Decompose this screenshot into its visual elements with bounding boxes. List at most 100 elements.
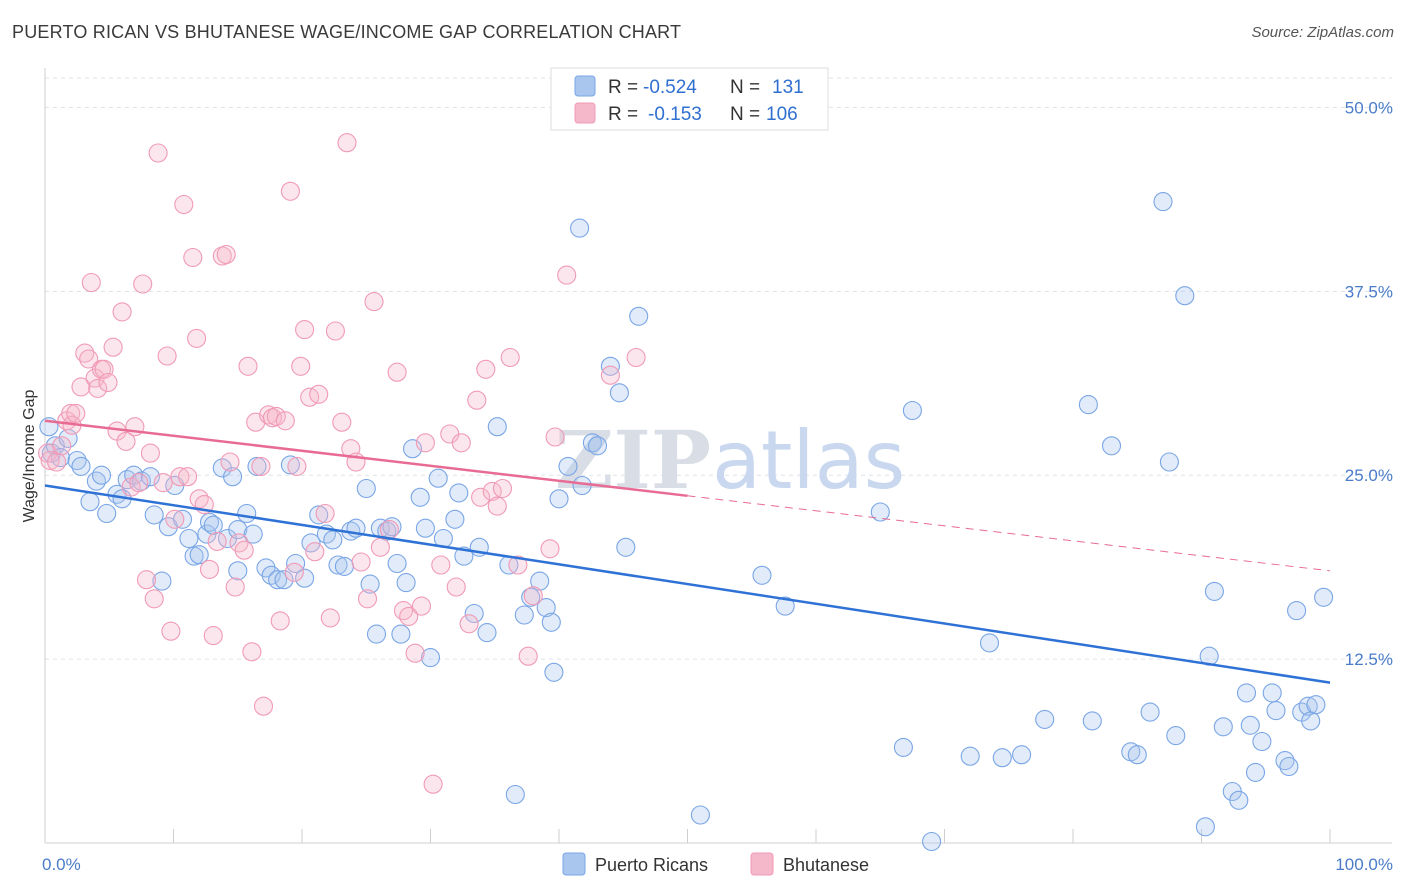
x-tick-label-0: 0.0% xyxy=(42,855,81,874)
point-bhutanese-66 xyxy=(309,384,329,404)
point-puerto-ricans-93 xyxy=(775,596,795,616)
point-bhutanese-46 xyxy=(225,577,245,597)
point-puerto-ricans-84 xyxy=(572,475,592,496)
point-puerto-ricans-66 xyxy=(445,509,465,529)
y-tick-label-2: 37.5% xyxy=(1345,282,1393,301)
bottom-legend: Puerto Ricans Bhutanese xyxy=(562,852,869,876)
axes xyxy=(44,68,1392,844)
point-bhutanese-60 xyxy=(284,562,304,582)
point-bhutanese-42 xyxy=(207,531,227,551)
point-puerto-ricans-122 xyxy=(1252,731,1272,752)
point-puerto-ricans-103 xyxy=(1078,395,1098,415)
point-puerto-ricans-33 xyxy=(237,503,257,524)
point-bhutanese-84 xyxy=(415,433,435,453)
point-bhutanese-50 xyxy=(242,642,262,662)
point-puerto-ricans-51 xyxy=(356,478,376,499)
point-bhutanese-83 xyxy=(411,596,432,616)
point-bhutanese-79 xyxy=(387,362,407,382)
point-bhutanese-76 xyxy=(364,292,384,312)
point-bhutanese-63 xyxy=(295,320,315,340)
point-puerto-ricans-119 xyxy=(1236,683,1257,703)
point-bhutanese-58 xyxy=(275,411,295,431)
point-bhutanese-25 xyxy=(136,570,157,590)
point-puerto-ricans-110 xyxy=(1159,452,1179,472)
point-puerto-ricans-111 xyxy=(1166,726,1186,746)
legend-box xyxy=(550,67,829,131)
point-bhutanese-37 xyxy=(187,328,207,348)
point-puerto-ricans-123 xyxy=(1262,683,1282,703)
point-bhutanese-24 xyxy=(133,274,153,294)
point-puerto-ricans-27 xyxy=(203,515,223,535)
point-bhutanese-19 xyxy=(112,302,132,322)
point-puerto-ricans-120 xyxy=(1240,715,1260,735)
point-bhutanese-65 xyxy=(305,542,325,562)
point-bhutanese-40 xyxy=(199,559,220,579)
point-puerto-ricans-98 xyxy=(960,746,980,766)
point-puerto-ricans-112 xyxy=(1175,286,1195,306)
point-bhutanese-54 xyxy=(259,405,279,425)
y-tick-label-3: 50.0% xyxy=(1345,98,1393,117)
point-bhutanese-70 xyxy=(332,412,352,432)
point-puerto-ricans-24 xyxy=(189,545,209,565)
point-bhutanese-77 xyxy=(370,537,390,557)
bottom-legend-swatch-puerto-ricans xyxy=(562,852,586,876)
point-puerto-ricans-81 xyxy=(549,489,569,509)
trend-lines xyxy=(44,419,1331,684)
point-puerto-ricans-40 xyxy=(280,455,300,475)
point-bhutanese-3 xyxy=(52,436,72,456)
point-puerto-ricans-34 xyxy=(243,524,263,544)
chart-title: PUERTO RICAN VS BHUTANESE WAGE/INCOME GA… xyxy=(12,22,682,42)
chart-source: Source: ZipAtlas.com xyxy=(1251,24,1394,41)
point-puerto-ricans-71 xyxy=(477,623,497,643)
point-puerto-ricans-118 xyxy=(1229,790,1249,810)
point-bhutanese-11 xyxy=(81,272,101,293)
point-bhutanese-1 xyxy=(40,450,60,471)
point-puerto-ricans-95 xyxy=(893,737,913,757)
point-bhutanese-102 xyxy=(545,427,565,447)
point-puerto-ricans-92 xyxy=(752,565,772,585)
legend-n-value-0: 131 xyxy=(772,77,804,98)
point-bhutanese-101 xyxy=(540,539,560,559)
point-puerto-ricans-39 xyxy=(274,570,294,590)
point-puerto-ricans-72 xyxy=(487,417,507,437)
point-puerto-ricans-116 xyxy=(1213,717,1233,737)
point-bhutanese-95 xyxy=(487,496,507,516)
point-puerto-ricans-52 xyxy=(360,574,380,594)
point-bhutanese-31 xyxy=(161,621,181,641)
point-bhutanese-23 xyxy=(129,473,149,493)
bottom-legend-label-puerto-ricans: Puerto Ricans xyxy=(595,855,708,875)
y-tick-labels: 12.5% 25.0% 37.5% 50.0% xyxy=(1345,98,1393,669)
point-bhutanese-53 xyxy=(253,696,274,716)
legend-n-label-1: N = xyxy=(730,104,760,125)
trend-line-bhutanese-extension xyxy=(687,495,1331,572)
point-puerto-ricans-75 xyxy=(514,605,534,625)
point-bhutanese-52 xyxy=(251,456,271,476)
point-puerto-ricans-16 xyxy=(140,467,160,487)
watermark: ZIP atlas xyxy=(555,413,905,507)
point-puerto-ricans-17 xyxy=(144,505,164,525)
point-puerto-ricans-44 xyxy=(309,505,329,525)
point-bhutanese-8 xyxy=(71,377,91,397)
point-bhutanese-20 xyxy=(116,431,136,451)
point-bhutanese-7 xyxy=(66,403,86,423)
data-points xyxy=(38,133,1334,852)
point-puerto-ricans-21 xyxy=(172,509,193,529)
point-puerto-ricans-90 xyxy=(629,306,649,326)
y-tick-label-0: 12.5% xyxy=(1345,650,1393,669)
point-bhutanese-86 xyxy=(431,555,451,575)
point-puerto-ricans-96 xyxy=(902,400,922,421)
point-bhutanese-89 xyxy=(451,433,471,453)
point-puerto-ricans-56 xyxy=(382,517,402,537)
bottom-legend-swatch-bhutanese xyxy=(750,852,774,876)
point-bhutanese-67 xyxy=(315,503,335,524)
point-bhutanese-62 xyxy=(291,356,311,376)
watermark-zip: ZIP xyxy=(555,413,711,507)
point-bhutanese-103 xyxy=(557,265,577,285)
point-puerto-ricans-78 xyxy=(536,598,556,618)
point-puerto-ricans-104 xyxy=(1082,711,1102,731)
point-bhutanese-74 xyxy=(351,552,371,572)
point-bhutanese-80 xyxy=(393,601,414,621)
point-bhutanese-17 xyxy=(103,337,123,357)
point-puerto-ricans-94 xyxy=(870,502,890,522)
